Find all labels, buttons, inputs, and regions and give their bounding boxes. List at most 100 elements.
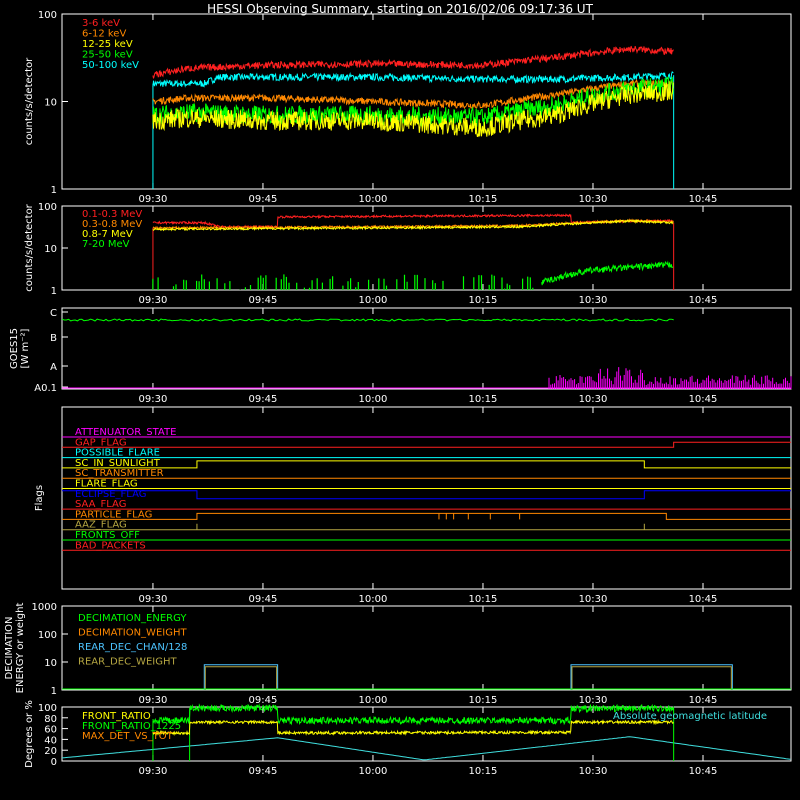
legend-entry: 3-6 keV [82, 18, 120, 29]
flag-label: SC_TRANSMITTER [75, 468, 164, 479]
legend-entry: REAR_DEC_CHAN/128 [78, 642, 187, 653]
dec-rear-chan [203, 664, 733, 690]
x-tick-label: 10:15 [469, 695, 498, 706]
x-tick-label: 09:45 [249, 766, 278, 777]
flags-panel [61, 406, 792, 590]
flag-trace [62, 441, 791, 448]
xray-series-2 [152, 82, 674, 138]
x-tick-label: 09:45 [249, 594, 278, 605]
legend-entry: 0.1-0.3 MeV [82, 209, 142, 220]
ratio-y-label: Degrees or % [24, 700, 35, 768]
flag-label: SAA_FLAG [75, 499, 126, 510]
ratio-y-tick-label: 60 [44, 725, 57, 736]
ratio-front-1225 [152, 703, 674, 726]
x-tick-label: 10:15 [469, 295, 498, 306]
legend-entry: 6-12 keV [82, 29, 126, 40]
flag-trace [62, 512, 791, 520]
x-tick-label: 10:45 [689, 194, 718, 205]
dec-y-tick-label: 1 [51, 686, 57, 697]
goes-y-tick-label: A0.1 [34, 383, 57, 394]
x-tick-label: 10:00 [359, 695, 388, 706]
ratio-frame [61, 706, 792, 762]
x-tick-label: 10:45 [689, 594, 718, 605]
chart-title: HESSI Observing Summary, starting on 201… [207, 2, 593, 16]
x-tick-label: 10:45 [689, 695, 718, 706]
ratio-panel [61, 706, 792, 762]
legend-entry: 25-50 keV [82, 50, 133, 61]
flags-frame [61, 406, 792, 590]
x-tick-label: 09:45 [249, 695, 278, 706]
x-tick-label: 10:00 [359, 394, 388, 405]
dec-rear-weight [204, 666, 732, 690]
flag-label: FLARE_FLAG [75, 479, 138, 490]
flag-label: ECLIPSE_FLAG [75, 489, 146, 500]
ratio-front [152, 719, 674, 737]
dec-y-label-2: ENERGY or weight [15, 603, 26, 694]
ratio-y-tick-label: 20 [44, 746, 57, 757]
goes-y-label: GOES15 [9, 328, 20, 369]
xray-series-4 [152, 70, 674, 88]
gamma-y-tick-label: 1 [51, 286, 57, 297]
x-tick-label: 09:30 [139, 594, 168, 605]
xray-y-tick-label: 100 [38, 10, 57, 21]
gamma-panel [61, 205, 792, 291]
xray-series-3 [152, 76, 674, 127]
legend-entry: MAX_DET_VS_TOT [82, 731, 174, 742]
ratio-y-tick-label: 100 [38, 703, 57, 714]
x-tick-label: 10:30 [579, 695, 608, 706]
flag-trace [62, 490, 791, 500]
x-tick-label: 10:45 [689, 295, 718, 306]
legend-entry: FRONT_RATIO_1225 [82, 721, 181, 732]
x-tick-label: 10:45 [689, 394, 718, 405]
ratio-annotation: Absolute geomagnetic latitude [613, 711, 767, 722]
ratio-y-tick-label: 80 [44, 714, 57, 725]
x-tick-label: 09:30 [139, 766, 168, 777]
x-tick-label: 09:30 [139, 194, 168, 205]
flag-label: POSSIBLE_FLARE [75, 448, 160, 459]
flag-trace [62, 460, 791, 469]
x-tick-label: 10:00 [359, 766, 388, 777]
x-tick-label: 09:45 [249, 194, 278, 205]
x-tick-label: 10:30 [579, 295, 608, 306]
goes-frame [61, 307, 792, 390]
x-tick-label: 09:30 [139, 394, 168, 405]
x-tick-label: 10:15 [469, 394, 498, 405]
goes-y-tick-label: C [50, 308, 57, 319]
flag-trace [62, 523, 791, 531]
ratio-y-tick-label: 0 [51, 757, 57, 768]
x-tick-label: 09:30 [139, 295, 168, 306]
x-tick-label: 10:30 [579, 394, 608, 405]
legend-entry: 12-25 keV [82, 39, 133, 50]
flag-label: BAD_PACKETS [75, 540, 146, 551]
legend-entry: REAR_DEC_WEIGHT [78, 657, 177, 668]
legend-entry: DECIMATION_ENERGY [78, 613, 187, 624]
flag-label: FRONTS_OFF [75, 530, 140, 541]
dec-y-tick-label: 10 [44, 658, 57, 669]
goes-y-unit: [W m⁻²] [20, 328, 31, 368]
legend-entry: 50-100 keV [82, 60, 139, 71]
x-tick-label: 10:15 [469, 194, 498, 205]
xray-y-label: counts/s/detector [24, 57, 35, 145]
legend-entry: 0.3-0.8 MeV [82, 219, 142, 230]
x-tick-label: 09:45 [249, 394, 278, 405]
goes-y-tick-label: A [50, 362, 57, 373]
x-tick-label: 10:00 [359, 295, 388, 306]
ratio-y-tick-label: 40 [44, 735, 57, 746]
ratio-geomag-latitude [61, 736, 791, 761]
dec-y-label: DECIMATION [4, 616, 15, 679]
gamma-y-tick-label: 100 [38, 202, 57, 213]
gamma-y-label: counts/s/detector [24, 203, 35, 291]
flag-label: ATTENUATOR_STATE [75, 427, 176, 438]
x-tick-label: 09:45 [249, 295, 278, 306]
legend-entry: 7-20 MeV [82, 239, 130, 250]
x-tick-label: 10:30 [579, 194, 608, 205]
gamma-series-3-spikes [152, 274, 534, 290]
x-tick-label: 10:00 [359, 194, 388, 205]
flag-label: GAP_FLAG [75, 437, 127, 448]
flag-label: PARTICLE_FLAG [75, 509, 152, 520]
x-tick-label: 10:30 [579, 766, 608, 777]
xray-series-0 [152, 45, 674, 79]
legend-entry: FRONT_RATIO [82, 711, 151, 722]
flag-label: AAZ_FLAG [75, 520, 127, 531]
